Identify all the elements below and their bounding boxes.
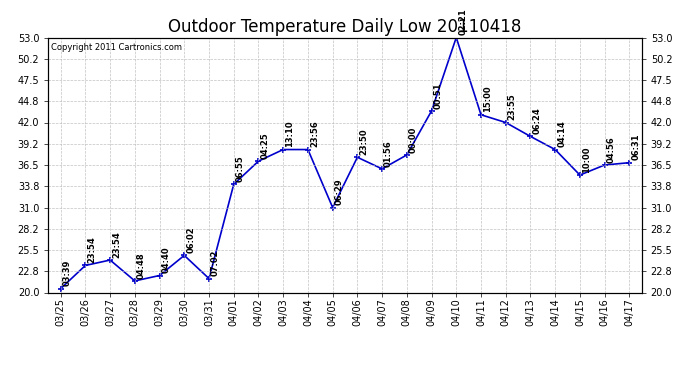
Text: 10:00: 10:00 bbox=[582, 146, 591, 173]
Text: 06:24: 06:24 bbox=[533, 107, 542, 134]
Text: 06:31: 06:31 bbox=[631, 134, 640, 160]
Text: 23:55: 23:55 bbox=[508, 93, 517, 120]
Text: 02:21: 02:21 bbox=[458, 8, 467, 35]
Text: 06:55: 06:55 bbox=[236, 155, 245, 182]
Text: 00:51: 00:51 bbox=[433, 82, 442, 109]
Text: 04:40: 04:40 bbox=[161, 246, 170, 273]
Title: Outdoor Temperature Daily Low 20110418: Outdoor Temperature Daily Low 20110418 bbox=[168, 18, 522, 36]
Text: 23:56: 23:56 bbox=[310, 120, 319, 147]
Text: 15:00: 15:00 bbox=[483, 86, 492, 112]
Text: 23:50: 23:50 bbox=[359, 128, 368, 155]
Text: 00:00: 00:00 bbox=[408, 126, 417, 153]
Text: 01:56: 01:56 bbox=[384, 140, 393, 166]
Text: 04:56: 04:56 bbox=[607, 136, 615, 163]
Text: 03:39: 03:39 bbox=[63, 260, 72, 286]
Text: 06:29: 06:29 bbox=[335, 178, 344, 205]
Text: 23:54: 23:54 bbox=[112, 231, 121, 258]
Text: 13:10: 13:10 bbox=[285, 121, 294, 147]
Text: 23:54: 23:54 bbox=[88, 236, 97, 263]
Text: 06:02: 06:02 bbox=[186, 226, 195, 253]
Text: 04:48: 04:48 bbox=[137, 252, 146, 279]
Text: 04:14: 04:14 bbox=[557, 120, 566, 147]
Text: 07:02: 07:02 bbox=[211, 250, 220, 276]
Text: Copyright 2011 Cartronics.com: Copyright 2011 Cartronics.com bbox=[51, 43, 182, 52]
Text: 04:25: 04:25 bbox=[260, 132, 269, 159]
